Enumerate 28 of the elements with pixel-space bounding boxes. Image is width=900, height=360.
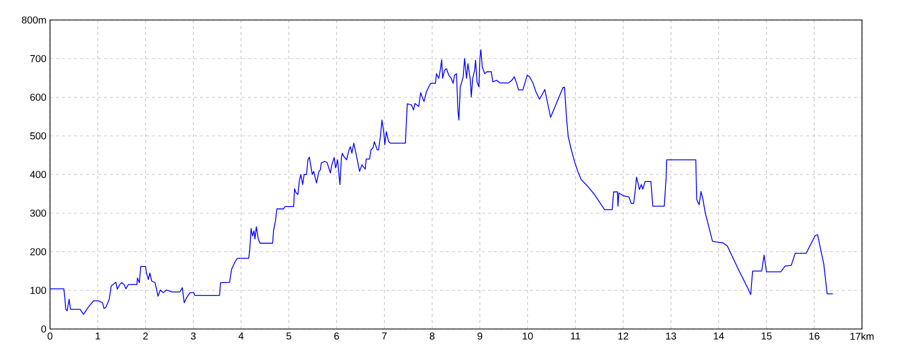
y-tick-label: 300 xyxy=(30,210,46,217)
x-tick-label: 13 xyxy=(666,332,676,340)
x-tick-label: 8 xyxy=(430,332,434,340)
x-tick-label: 7 xyxy=(382,332,387,340)
y-tick-label: 700 xyxy=(30,55,46,62)
y-tick-label: 100 xyxy=(30,286,46,294)
line-series xyxy=(50,49,834,315)
x-tick-label: 16 xyxy=(809,332,820,340)
x-tick-label: 9 xyxy=(478,332,482,340)
y-tick-label: 800m xyxy=(22,16,46,24)
x-tick-label: 2 xyxy=(143,332,148,340)
y-tick-label: 500 xyxy=(30,132,46,140)
y-tick-label: 400 xyxy=(30,170,46,178)
x-tick-label: 17km xyxy=(850,332,874,340)
y-tick-label: 600 xyxy=(30,94,46,101)
x-tick-label: 6 xyxy=(334,332,339,340)
x-tick-label: 15 xyxy=(762,332,772,340)
x-tick-label: 14 xyxy=(714,332,724,340)
x-tick-label: 1 xyxy=(96,332,100,340)
x-tick-label: 4 xyxy=(238,332,244,340)
x-tick-label: 12 xyxy=(618,332,628,340)
x-tick-label: 5 xyxy=(286,332,292,340)
x-tick-label: 10 xyxy=(522,332,533,340)
y-tick-label: 0 xyxy=(41,325,46,333)
x-tick-label: 0 xyxy=(48,332,52,340)
x-tick-label: 3 xyxy=(190,332,196,340)
x-tick-label: 11 xyxy=(570,332,580,340)
y-tick-label: 200 xyxy=(30,248,46,256)
